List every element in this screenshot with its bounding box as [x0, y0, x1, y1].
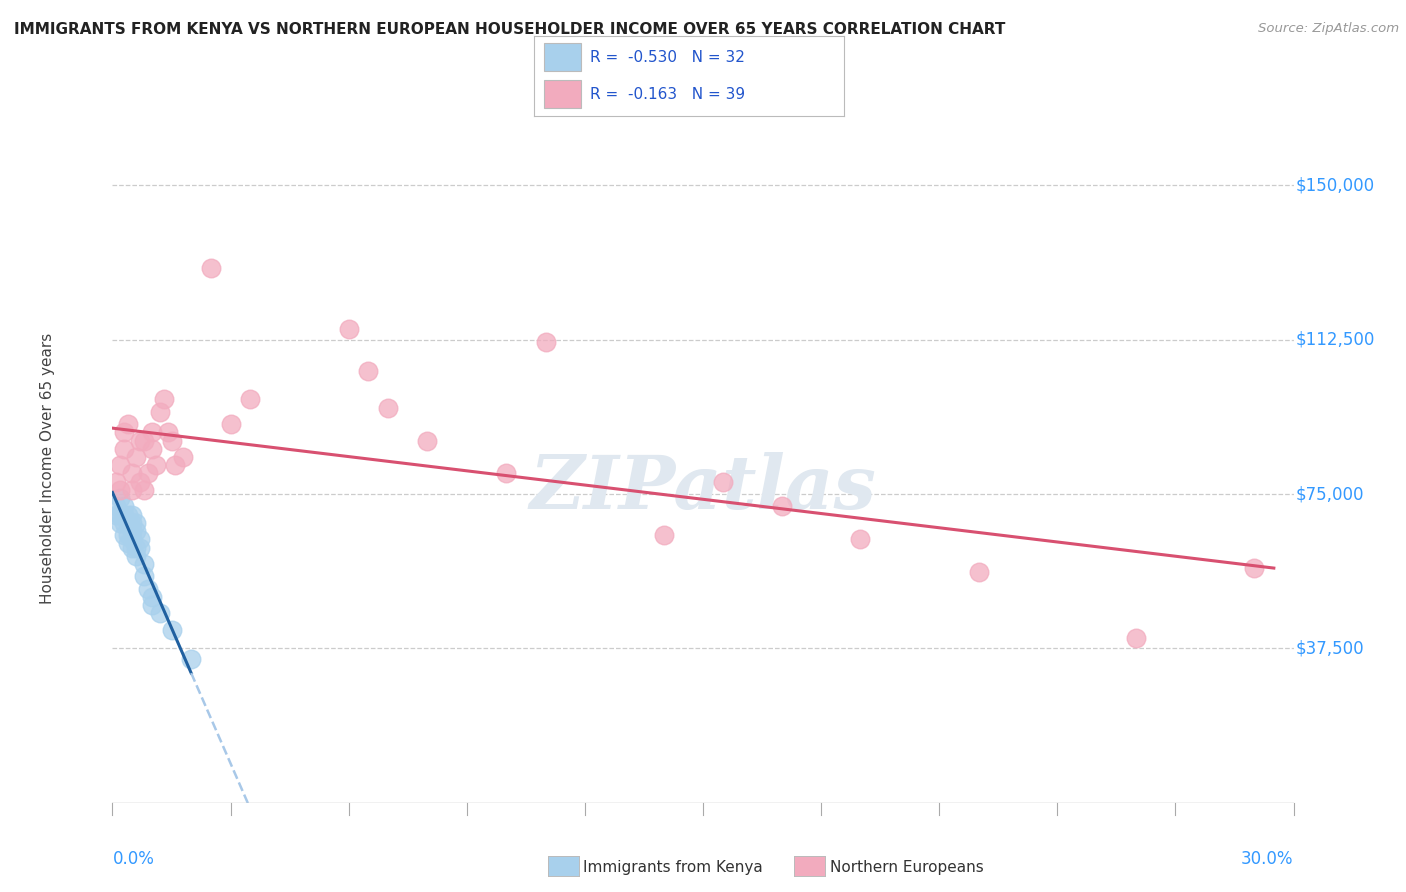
- Point: [132, 557, 155, 571]
- Point: [136, 467, 159, 481]
- Bar: [544, 80, 581, 108]
- Point: [165, 458, 187, 473]
- Point: [357, 363, 380, 377]
- Point: [849, 533, 872, 547]
- Point: [105, 508, 128, 522]
- Point: [129, 434, 152, 448]
- Point: [105, 475, 128, 489]
- Text: IMMIGRANTS FROM KENYA VS NORTHERN EUROPEAN HOUSEHOLDER INCOME OVER 65 YEARS CORR: IMMIGRANTS FROM KENYA VS NORTHERN EUROPE…: [14, 22, 1005, 37]
- Point: [110, 483, 132, 497]
- Point: [132, 569, 155, 583]
- Point: [652, 528, 675, 542]
- Point: [141, 442, 163, 456]
- Point: [112, 516, 135, 530]
- Point: [110, 516, 132, 530]
- Point: [125, 450, 148, 464]
- Point: [337, 322, 360, 336]
- Point: [711, 475, 734, 489]
- Text: $37,500: $37,500: [1296, 640, 1364, 657]
- Point: [967, 566, 990, 580]
- Text: $112,500: $112,500: [1296, 331, 1375, 349]
- Point: [112, 442, 135, 456]
- Point: [121, 541, 143, 555]
- Point: [1243, 561, 1265, 575]
- Point: [770, 500, 793, 514]
- Point: [180, 651, 202, 665]
- Point: [110, 458, 132, 473]
- Point: [141, 590, 163, 604]
- Point: [121, 524, 143, 538]
- Point: [121, 516, 143, 530]
- Point: [121, 508, 143, 522]
- Text: 0.0%: 0.0%: [112, 849, 155, 868]
- Text: Householder Income Over 65 years: Householder Income Over 65 years: [39, 333, 55, 604]
- Point: [110, 508, 132, 522]
- Text: Immigrants from Kenya: Immigrants from Kenya: [583, 860, 763, 874]
- Point: [112, 508, 135, 522]
- Point: [200, 260, 222, 275]
- Point: [129, 541, 152, 555]
- Point: [132, 483, 155, 497]
- Point: [416, 434, 439, 448]
- Point: [121, 467, 143, 481]
- Point: [112, 425, 135, 440]
- Point: [377, 401, 399, 415]
- Point: [172, 450, 194, 464]
- Point: [125, 549, 148, 563]
- Text: R =  -0.163   N = 39: R = -0.163 N = 39: [591, 87, 745, 102]
- Text: 30.0%: 30.0%: [1241, 849, 1294, 868]
- Point: [105, 500, 128, 514]
- Point: [117, 516, 139, 530]
- Point: [219, 417, 242, 431]
- Text: $75,000: $75,000: [1296, 485, 1364, 503]
- Point: [129, 533, 152, 547]
- Text: $150,000: $150,000: [1296, 177, 1375, 194]
- Point: [141, 425, 163, 440]
- Point: [239, 392, 262, 407]
- Point: [495, 467, 517, 481]
- Point: [125, 516, 148, 530]
- Point: [534, 334, 557, 349]
- Point: [121, 533, 143, 547]
- Point: [145, 458, 167, 473]
- Point: [132, 434, 155, 448]
- Point: [125, 524, 148, 538]
- Point: [121, 483, 143, 497]
- Point: [125, 541, 148, 555]
- Point: [112, 528, 135, 542]
- Point: [129, 475, 152, 489]
- Point: [149, 607, 172, 621]
- Bar: [544, 43, 581, 71]
- Point: [160, 434, 183, 448]
- Point: [117, 536, 139, 550]
- Point: [110, 491, 132, 505]
- Point: [149, 405, 172, 419]
- Point: [1125, 631, 1147, 645]
- Point: [112, 500, 135, 514]
- Text: Source: ZipAtlas.com: Source: ZipAtlas.com: [1258, 22, 1399, 36]
- Point: [136, 582, 159, 596]
- Text: ZIPatlas: ZIPatlas: [530, 452, 876, 524]
- Text: Northern Europeans: Northern Europeans: [830, 860, 983, 874]
- Point: [117, 528, 139, 542]
- Point: [117, 508, 139, 522]
- Point: [152, 392, 174, 407]
- Point: [117, 417, 139, 431]
- Text: R =  -0.530   N = 32: R = -0.530 N = 32: [591, 50, 745, 65]
- Point: [141, 598, 163, 612]
- Point: [160, 623, 183, 637]
- Point: [156, 425, 179, 440]
